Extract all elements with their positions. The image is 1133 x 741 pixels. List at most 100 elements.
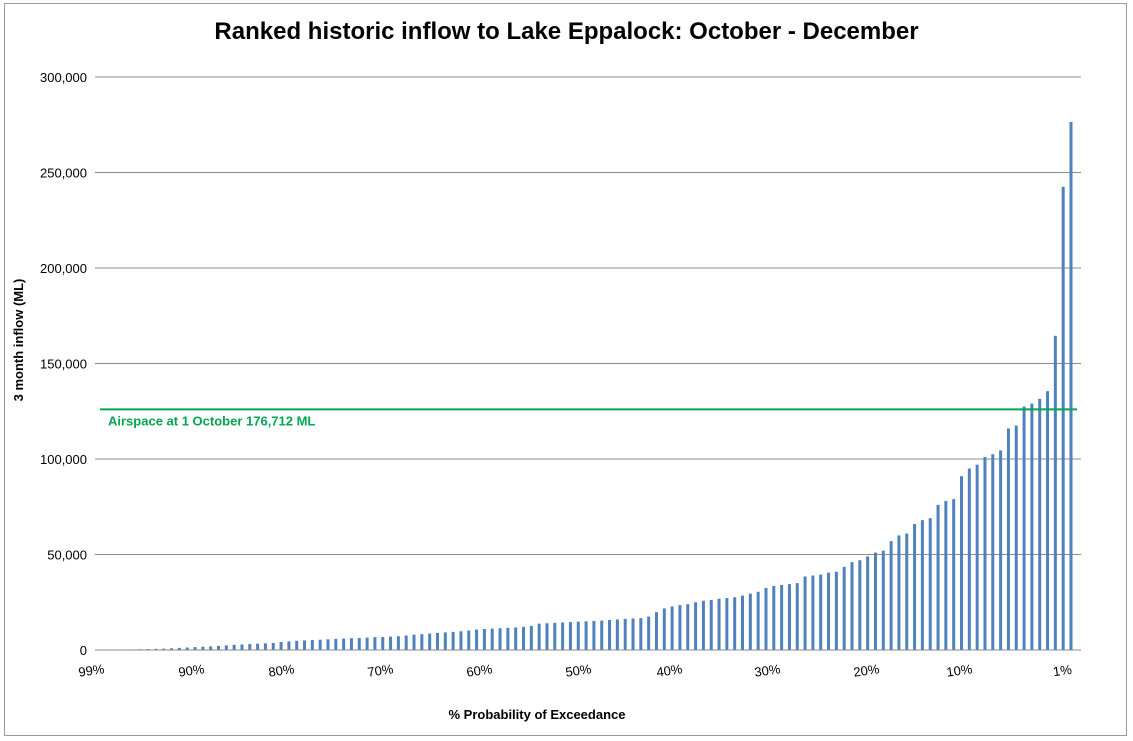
bar	[389, 636, 393, 650]
bar	[334, 638, 338, 650]
y-tick-label: 150,000	[40, 357, 87, 372]
bar	[420, 634, 424, 650]
bar	[170, 648, 174, 650]
bar	[600, 620, 604, 650]
bar	[803, 576, 807, 650]
bar	[897, 535, 901, 650]
bar	[811, 575, 815, 650]
bar	[1022, 406, 1026, 650]
bar	[647, 616, 651, 650]
bar	[952, 499, 956, 650]
bar	[553, 622, 557, 650]
bar	[725, 598, 729, 650]
bar	[279, 641, 283, 650]
bar	[209, 646, 213, 650]
x-tick-label: 40%	[655, 661, 683, 680]
bar	[1038, 398, 1042, 650]
bar	[960, 476, 963, 650]
bar	[678, 605, 682, 650]
bar	[248, 644, 252, 650]
bar	[310, 640, 314, 650]
bar	[858, 560, 862, 650]
bar	[756, 591, 760, 650]
bar	[224, 645, 228, 650]
bar	[537, 623, 541, 650]
bar	[936, 504, 940, 650]
chart-title: Ranked historic inflow to Lake Eppalock:…	[214, 18, 919, 45]
bar	[866, 556, 870, 650]
bar	[467, 630, 471, 650]
bar	[873, 552, 877, 650]
x-tick-label: 1%	[1052, 662, 1073, 680]
bar	[459, 631, 463, 650]
bar	[303, 640, 307, 650]
bar	[967, 468, 971, 650]
bar	[944, 501, 948, 650]
bar	[654, 612, 658, 650]
bar	[819, 574, 823, 650]
bar	[733, 597, 737, 650]
bar	[561, 622, 565, 650]
x-tick-label: 90%	[177, 661, 205, 680]
bar	[357, 637, 361, 650]
bar	[568, 622, 572, 650]
bar	[451, 631, 455, 650]
x-tick-label: 99%	[77, 661, 105, 680]
bar	[443, 632, 447, 650]
y-tick-label: 300,000	[40, 70, 87, 85]
x-tick-label: 20%	[852, 661, 880, 680]
bar	[498, 628, 502, 650]
bar	[373, 637, 377, 650]
bar	[795, 583, 799, 650]
bar	[764, 587, 768, 650]
bar	[1069, 121, 1073, 650]
bar	[1014, 425, 1018, 650]
bar	[193, 647, 197, 650]
bar	[201, 646, 205, 650]
bar	[928, 518, 932, 650]
gridlines	[100, 76, 1081, 555]
x-tick-label: 50%	[564, 661, 592, 680]
x-tick-label: 70%	[366, 661, 394, 680]
bar	[412, 634, 416, 650]
bar	[623, 618, 627, 650]
bar	[975, 464, 979, 650]
bar	[686, 604, 690, 650]
y-tick-label: 100,000	[40, 452, 87, 467]
bar	[545, 623, 549, 650]
bar	[1053, 335, 1057, 650]
bar	[842, 566, 846, 650]
bar	[342, 638, 346, 650]
bar	[1061, 186, 1065, 650]
bar	[514, 627, 518, 650]
bar	[263, 643, 267, 650]
y-tick-label: 200,000	[40, 261, 87, 276]
bar	[920, 520, 924, 650]
bar	[287, 641, 291, 650]
bar	[396, 636, 400, 650]
bar	[701, 600, 705, 650]
bar	[717, 598, 721, 650]
y-axis-label: 3 month inflow (ML)	[11, 279, 26, 402]
bar	[435, 633, 439, 650]
chart-frame	[4, 3, 1127, 736]
bar	[889, 541, 893, 650]
bar	[428, 633, 432, 650]
bar	[404, 635, 408, 650]
bar	[232, 644, 236, 650]
bar	[584, 621, 588, 650]
bar	[1046, 391, 1050, 650]
bar	[506, 627, 510, 650]
bar	[256, 643, 260, 650]
bar	[748, 593, 752, 650]
bar	[475, 629, 479, 650]
bar	[482, 628, 486, 650]
bar	[670, 606, 674, 650]
bar	[576, 621, 580, 650]
bar	[326, 639, 330, 650]
bar	[154, 648, 158, 650]
x-axis-label: % Probability of Exceedance	[448, 707, 625, 722]
bar	[913, 523, 917, 650]
y-tick-label: 0	[80, 643, 87, 658]
